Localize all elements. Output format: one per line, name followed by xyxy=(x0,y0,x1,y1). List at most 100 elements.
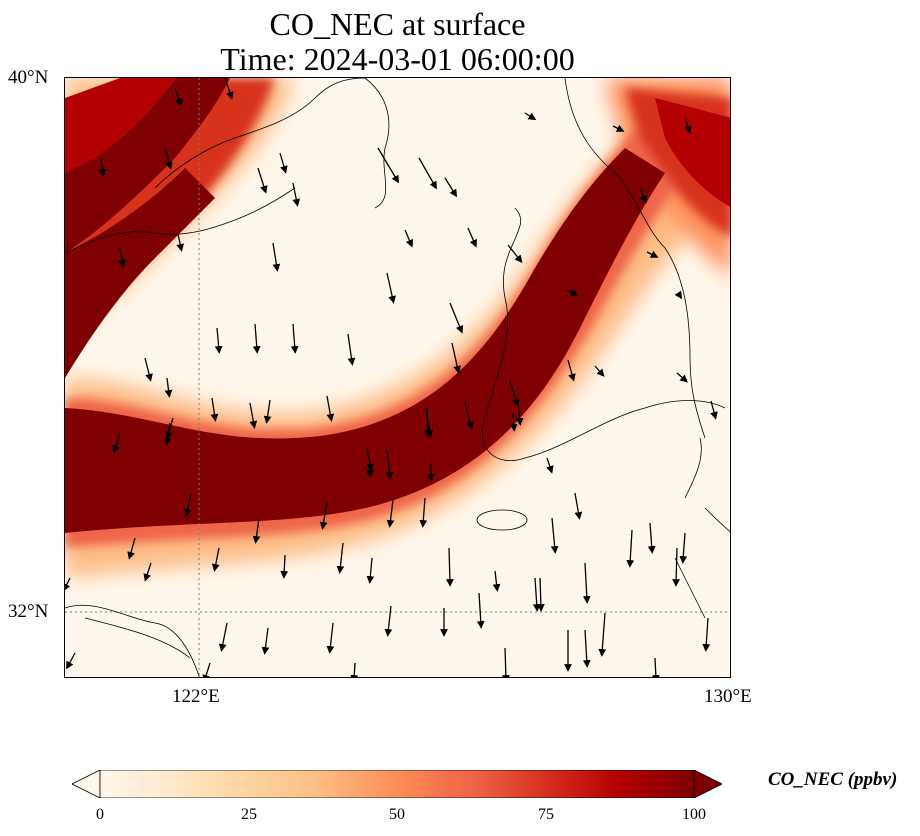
wind-arrow xyxy=(626,529,635,568)
wind-arrow xyxy=(445,547,454,587)
wind-arrow xyxy=(350,662,359,677)
wind-arrow xyxy=(676,372,688,383)
wind-arrow xyxy=(336,542,345,574)
map-panel xyxy=(64,77,731,678)
wind-arrow xyxy=(444,177,458,198)
wind-arrow xyxy=(509,380,520,407)
lat-label-32n: 32°N xyxy=(8,601,49,622)
wind-arrow xyxy=(210,397,219,422)
wind-arrow xyxy=(651,657,660,677)
wind-arrow xyxy=(319,501,328,530)
wind-arrow xyxy=(598,612,607,657)
wind-arrow xyxy=(419,497,428,528)
wind-arrow xyxy=(257,167,268,194)
wind-arrow xyxy=(118,247,127,268)
wind-arrow xyxy=(546,457,554,474)
wind-arrow xyxy=(366,557,375,584)
wind-arrow xyxy=(524,112,537,121)
wind-arrow xyxy=(386,272,396,304)
concentration-map xyxy=(65,78,730,677)
wind-arrow xyxy=(515,403,524,426)
coastlines xyxy=(65,78,730,677)
wind-arrow xyxy=(646,250,659,258)
co-concentration-field xyxy=(65,78,730,578)
wind-arrow xyxy=(164,377,173,398)
wind-arrow xyxy=(536,577,545,612)
wind-arrow xyxy=(404,229,414,248)
chart-title-line2: Time: 2024-03-01 06:00:00 xyxy=(220,41,575,77)
wind-arrow xyxy=(647,522,656,554)
wind-arrow xyxy=(672,547,681,587)
wind-arrow xyxy=(467,227,478,248)
wind-arrow xyxy=(224,78,234,100)
wind-arrow xyxy=(202,662,211,677)
wind-arrow xyxy=(679,532,688,564)
wind-arrow xyxy=(639,187,648,204)
colorbar-tick-50: 50 xyxy=(389,806,405,823)
wind-arrow xyxy=(263,399,272,424)
wind-arrow xyxy=(385,449,394,480)
wind-arrow xyxy=(501,647,510,677)
wind-arrow xyxy=(326,395,335,422)
wind-arrow xyxy=(476,592,485,629)
wind-arrow xyxy=(326,622,335,654)
wind-arrow xyxy=(174,87,183,107)
wind-arrow xyxy=(612,124,625,132)
wind-arrow xyxy=(492,570,501,592)
wind-arrow xyxy=(384,605,393,637)
wind-arrow xyxy=(164,147,173,170)
lon-label-122e: 122°E xyxy=(172,686,220,707)
wind-arrow xyxy=(163,422,172,446)
wind-arrow xyxy=(377,147,399,184)
wind-arrow xyxy=(214,327,223,354)
wind-arrow xyxy=(702,617,711,652)
wind-arrow xyxy=(509,412,518,432)
wind-arrow xyxy=(710,400,718,420)
wind-arrow xyxy=(252,323,261,354)
wind-arrow xyxy=(98,157,107,177)
wind-arrow xyxy=(65,577,71,592)
wind-arrow xyxy=(449,302,464,334)
wind-arrow xyxy=(272,242,281,272)
wind-arrow xyxy=(418,157,437,190)
wind-arrow xyxy=(684,117,692,134)
wind-arrow xyxy=(594,365,605,377)
wind-arrow xyxy=(211,547,220,572)
wind-arrow xyxy=(183,492,192,517)
wind-arrow xyxy=(532,577,541,612)
wind-arrow xyxy=(464,401,474,430)
lat-label-40n: 40°N xyxy=(8,67,49,88)
wind-arrow xyxy=(507,244,523,264)
wind-arrow xyxy=(550,517,559,554)
lon-label-130e: 130°E xyxy=(704,686,752,707)
wind-arrow xyxy=(112,432,121,454)
wind-arrow xyxy=(280,554,289,579)
wind-arrow xyxy=(261,627,270,655)
wind-arrow xyxy=(451,342,461,374)
chart-title-line1: CO_NEC at surface xyxy=(269,6,526,42)
colorbar xyxy=(71,769,723,799)
colorbar-label: CO_NEC (ppbv) xyxy=(768,769,898,790)
wind-arrow xyxy=(127,537,136,560)
colorbar-tick-25: 25 xyxy=(241,806,257,823)
wind-vectors xyxy=(65,78,718,677)
wind-arrow xyxy=(574,492,583,520)
wind-arrow xyxy=(566,288,579,296)
wind-arrow xyxy=(582,629,591,668)
colorbar-tick-0: 0 xyxy=(96,806,104,823)
wind-arrow xyxy=(143,562,152,582)
wind-arrow xyxy=(386,499,395,528)
wind-arrow xyxy=(347,333,356,366)
wind-arrow xyxy=(144,357,153,382)
wind-arrow xyxy=(252,517,261,544)
wind-arrow xyxy=(292,182,301,207)
wind-arrow xyxy=(290,323,299,354)
wind-arrow xyxy=(582,562,591,604)
wind-arrow xyxy=(249,402,258,429)
wind-arrow xyxy=(279,152,288,174)
colorbar-tick-75: 75 xyxy=(538,806,554,823)
wind-arrow xyxy=(176,233,184,252)
gridlines xyxy=(65,78,730,677)
colorbar-tick-100: 100 xyxy=(682,806,706,823)
wind-arrow xyxy=(66,652,76,670)
